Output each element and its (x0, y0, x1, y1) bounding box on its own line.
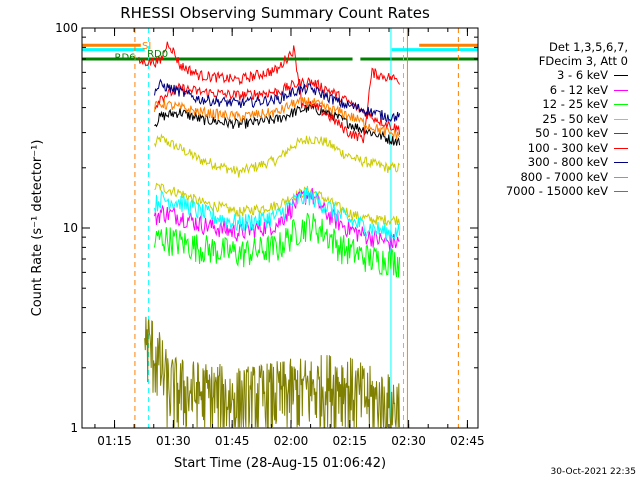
legend-swatch (614, 104, 628, 105)
axes: 1 10 100 01:15 01:30 01:45 02:00 02:15 02:30 02:4… (55, 21, 485, 448)
annotation-si: SI (142, 41, 151, 52)
footer-date: 30-Oct-2021 22:35 (550, 467, 636, 477)
series-line-4 (138, 41, 401, 144)
legend-swatch (614, 75, 628, 76)
annotation-rd0: RD0 (147, 49, 168, 60)
legend-label: 50 - 100 keV (535, 126, 608, 140)
x-tick-label: 02:15 (332, 434, 367, 448)
legend-item-4: 50 - 100 keV (535, 126, 628, 140)
series-line-8 (144, 316, 400, 429)
legend-swatch (614, 147, 628, 149)
legend-item-8: 7000 - 15000 keV (506, 184, 628, 198)
legend-label: 12 - 25 keV (542, 97, 608, 111)
series-line-3 (154, 187, 401, 242)
legend-item-7: 800 - 7000 keV (520, 170, 628, 184)
x-axis-label: Start Time (28-Aug-15 01:06:42) (174, 456, 386, 471)
x-tick-label: 02:30 (391, 434, 426, 448)
plot-frame (81, 27, 479, 429)
x-tick-label: 02:00 (274, 434, 309, 448)
legend-swatch (614, 176, 628, 178)
legend-header-1: Det 1,3,5,6,7, (549, 40, 628, 54)
legend-swatch (614, 133, 628, 134)
chart-title: RHESSI Observing Summary Count Rates (120, 4, 430, 22)
legend-item-0: 3 - 6 keV (557, 68, 628, 82)
legend-label: 7000 - 15000 keV (505, 184, 608, 198)
legend-item-2: 12 - 25 keV (542, 97, 628, 111)
x-tick-label: 01:15 (97, 434, 132, 448)
series-line-1 (154, 187, 400, 251)
legend-swatch (614, 162, 628, 163)
series-line-6 (154, 78, 401, 123)
legend-label: 25 - 50 keV (542, 111, 608, 126)
x-tick-label: 02:45 (450, 434, 485, 448)
legend-item-6: 300 - 800 keV (528, 155, 628, 169)
series-line-0 (154, 102, 401, 146)
legend-item-5: 100 - 300 keV (528, 141, 628, 155)
legend-item-1: 6 - 12 keV (550, 83, 628, 97)
legend-swatch (614, 89, 628, 91)
series-line-7 (154, 96, 401, 140)
plot-area: SI RD6 RD0 (82, 28, 478, 429)
y-axis-label: Count Rate (s⁻¹ detector⁻¹) (30, 140, 45, 317)
y-tick-label: 1 (70, 421, 78, 435)
legend-label: 6 - 12 keV (549, 82, 608, 97)
legend-label: 800 - 7000 keV (520, 169, 608, 184)
x-tick-label: 01:30 (156, 434, 191, 448)
legend-label: 3 - 6 keV (557, 68, 608, 82)
annotation-rd6: RD6 (115, 53, 136, 64)
x-tick-label: 01:45 (215, 434, 250, 448)
legend-label: 100 - 300 keV (527, 140, 608, 155)
curve-yellow-band (154, 133, 400, 178)
y-tick-label: 10 (63, 221, 78, 235)
legend-label: 300 - 800 keV (527, 155, 608, 169)
legend-swatch (614, 191, 628, 192)
legend-swatch (614, 118, 628, 120)
y-tick-label: 100 (55, 21, 78, 35)
legend-item-3: 25 - 50 keV (542, 112, 628, 126)
series-line-2 (154, 212, 401, 278)
legend-header-2: FDecim 3, Att 0 (538, 54, 628, 68)
